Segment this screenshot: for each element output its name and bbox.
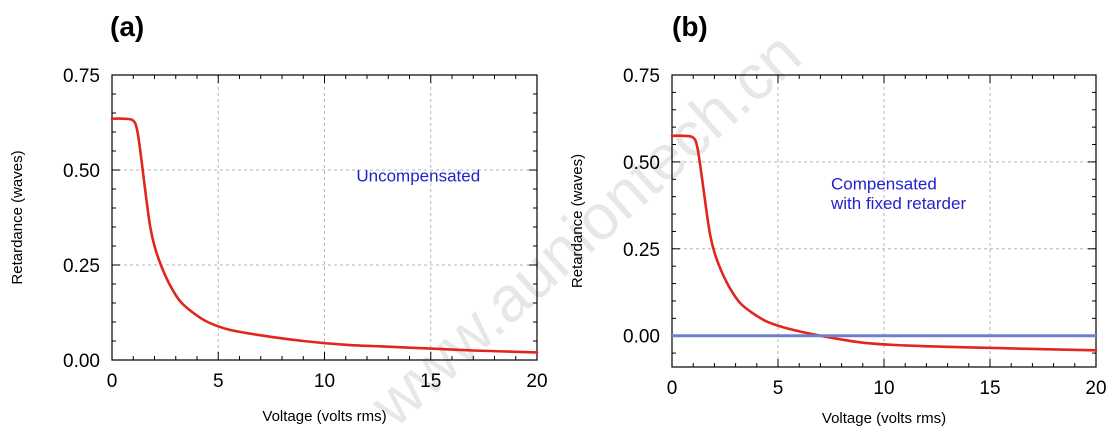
- series-line-b-0: [670, 134, 1098, 352]
- x-tick-label-b: 10: [873, 378, 894, 399]
- y-axis-title-a: Retardance (waves): [9, 150, 26, 284]
- y-tick-label-a: 0.25: [63, 256, 100, 277]
- ticks-a: [111, 74, 538, 361]
- chart-panel-a: (a) 0 5 10 15 20 0.00 0.25 0.50 0.75 Voltage (vo…: [9, 11, 548, 425]
- y-tick-label-a: 0.50: [63, 161, 100, 182]
- y-tick-label-b: 0.75: [623, 66, 660, 87]
- y-tick-label-b: 0.50: [623, 153, 660, 174]
- panel-label-b: (b): [672, 11, 708, 42]
- x-tick-label-a: 5: [213, 371, 224, 392]
- annotation-b-1: with fixed retarder: [830, 194, 966, 213]
- y-tick-label-b: 0.25: [623, 240, 660, 261]
- x-tick-label-a: 15: [420, 371, 441, 392]
- x-tick-label-b: 5: [773, 378, 784, 399]
- annotation-b-0: Compensated: [831, 175, 937, 194]
- annotations-a: Uncompensated: [356, 166, 480, 185]
- x-axis-title-a: Voltage (volts rms): [262, 408, 386, 425]
- panel-label-a: (a): [110, 11, 144, 42]
- x-tick-label-a: 0: [107, 371, 118, 392]
- gridlines-a: [112, 75, 537, 360]
- ticks-b: [671, 74, 1097, 367]
- x-tick-label-a: 20: [526, 371, 547, 392]
- x-tick-label-a: 10: [314, 371, 335, 392]
- tick-labels-a: 0 5 10 15 20 0.00 0.25 0.50 0.75: [63, 66, 548, 392]
- series-line-a-0: [110, 117, 539, 354]
- x-tick-label-b: 15: [979, 378, 1000, 399]
- annotation-a-0: Uncompensated: [356, 166, 480, 185]
- y-tick-label-a: 0.00: [63, 351, 100, 372]
- y-tick-label-a: 0.75: [63, 66, 100, 87]
- tick-labels-b: 0 5 10 15 20 0.00 0.25 0.50 0.75: [623, 66, 1107, 399]
- x-tick-label-b: 20: [1085, 378, 1106, 399]
- chart-panel-b: (b) 0 5 10 15 20 0.00 0.25 0.50 0.75 Voltage (vo…: [569, 11, 1107, 427]
- x-tick-label-b: 0: [667, 378, 678, 399]
- y-tick-label-b: 0.00: [623, 327, 660, 348]
- series-group-b: [670, 134, 1098, 352]
- y-axis-title-b: Retardance (waves): [569, 154, 586, 288]
- series-group-a: [110, 117, 539, 354]
- x-axis-title-b: Voltage (volts rms): [822, 410, 946, 427]
